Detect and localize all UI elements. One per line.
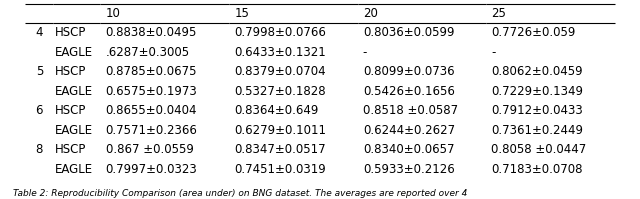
Text: Table 2: Reproducibility Comparison (area under) on BNG dataset. The averages ar: Table 2: Reproducibility Comparison (are…	[13, 189, 467, 198]
